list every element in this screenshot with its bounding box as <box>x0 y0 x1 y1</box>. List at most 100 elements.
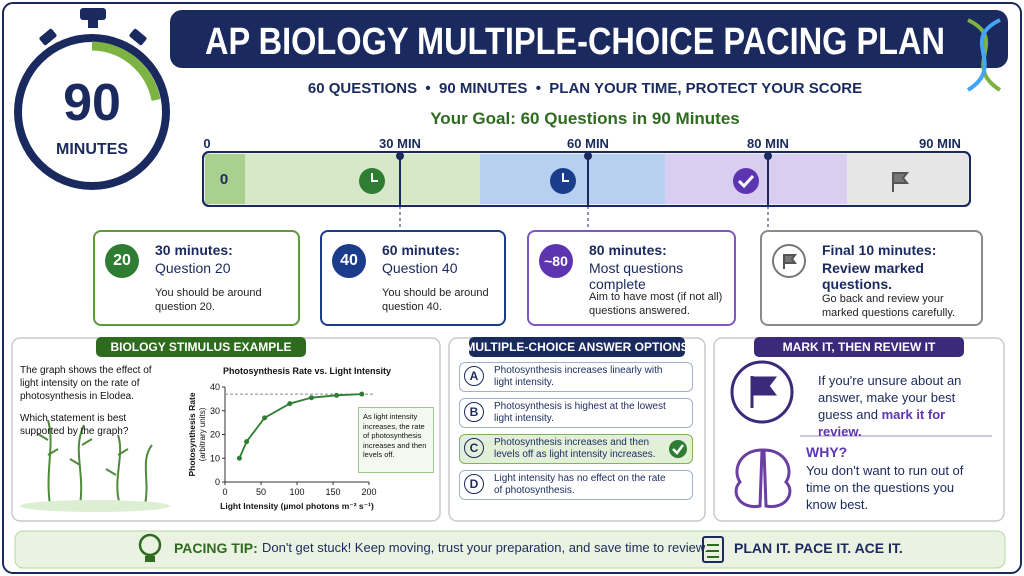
x-tick-label: 50 <box>256 487 266 497</box>
milestone-subheading: Review marked questions. <box>822 260 924 292</box>
connector-lines <box>399 206 769 230</box>
lightbulb-icon <box>138 533 162 562</box>
timeline-outline <box>202 151 971 207</box>
milestone-badge: 20 <box>105 244 139 278</box>
y-tick-label: 30 <box>210 406 220 416</box>
milestone-subheading: Question 40 <box>382 260 458 276</box>
clipboard-icon <box>702 536 724 563</box>
title: AP BIOLOGY MULTIPLE-CHOICE PACING PLAN <box>205 21 945 63</box>
goal: Your Goal: 60 Questions in 90 Minutes <box>430 109 740 128</box>
stopwatch-progress <box>91 41 161 101</box>
x-axis-label: Light Intensity (µmol photons m⁻² s⁻¹) <box>220 501 374 511</box>
y-axis-label: Photosynthesis Rate <box>187 392 197 476</box>
milestone-heading: Final 10 minutes: <box>822 242 937 258</box>
data-point <box>334 392 340 398</box>
data-point <box>236 455 242 461</box>
data-line <box>238 393 362 459</box>
timer-value: 90 <box>63 74 121 132</box>
answer-option: D Light intensity has no effect on the ra… <box>459 470 693 500</box>
milestone-body: Go back and review your marked questions… <box>822 293 956 319</box>
timeline-dots <box>396 152 772 160</box>
option-text: Photosynthesis increases and then levels… <box>494 437 656 460</box>
timeline-label: 0 <box>203 136 211 151</box>
tip-label: PACING TIP: <box>174 540 258 556</box>
option-text: Photosynthesis is highest at the lowest … <box>494 401 666 424</box>
option-letter: C <box>464 438 484 458</box>
flag-icon <box>892 172 910 192</box>
stimulus-question: Which statement is best supported by the… <box>20 413 129 437</box>
timeline-label: 30 MIN <box>379 136 421 151</box>
ground <box>20 500 170 512</box>
milestone-card: Final 10 minutes: Review marked question… <box>760 230 983 326</box>
review-emphasis: mark it for review. <box>818 407 946 439</box>
data-point <box>359 391 365 397</box>
timeline-label: 80 MIN <box>747 136 789 151</box>
milestone-card: 40 60 minutes: Question 40 You should be… <box>320 230 506 326</box>
stopwatch-stem <box>88 18 98 28</box>
milestone-heading: 80 minutes: <box>589 242 667 258</box>
why-heading: WHY? <box>806 444 848 460</box>
option-letter: A <box>464 366 484 386</box>
milestone-badge: ~80 <box>539 244 573 278</box>
milestone-badge <box>772 244 806 278</box>
dna-strand <box>966 18 1001 92</box>
stopwatch-ring <box>14 34 170 190</box>
clock-icon <box>550 168 576 194</box>
answer-option: C Photosynthesis increases and then level… <box>459 434 693 464</box>
milestone-badge: 40 <box>332 244 366 278</box>
line-chart: Photosynthesis Rate vs. Light Intensity 0… <box>187 366 434 511</box>
footer-bar <box>14 530 1006 569</box>
y-tick-label: 10 <box>210 453 220 463</box>
correct-check <box>669 440 687 458</box>
panel-heading: MULTIPLE-CHOICE ANSWER OPTIONS <box>465 337 689 357</box>
milestone-card: 20 30 minutes: Question 20 You should be… <box>93 230 300 326</box>
stopwatch-knob <box>39 28 57 46</box>
x-tick-label: 100 <box>289 487 304 497</box>
milestone-heading: 30 minutes: <box>155 242 233 258</box>
stimulus-prompt: The graph shows the effect of light inte… <box>20 365 152 402</box>
stopwatch-knob <box>129 28 147 46</box>
x-tick-label: 200 <box>361 487 376 497</box>
chart-title: Photosynthesis Rate vs. Light Intensity <box>223 366 391 376</box>
timeline-segment <box>847 154 968 204</box>
stopwatch-button <box>80 8 106 20</box>
data-point <box>244 439 250 445</box>
x-tick-label: 0 <box>222 487 227 497</box>
annotation: As light intensity increases, the rate o… <box>358 407 434 473</box>
flag-icon <box>783 254 797 269</box>
why-text: You don't want to run out of time on the… <box>806 463 964 512</box>
stimulus-content: BIOLOGY STIMULUS EXAMPLE The graph shows… <box>12 337 440 521</box>
clock-icon <box>359 168 385 194</box>
data-point <box>308 395 314 401</box>
y-tick-label: 40 <box>210 382 220 392</box>
panel-heading: BIOLOGY STIMULUS EXAMPLE <box>96 337 306 357</box>
brain-icon <box>734 448 792 509</box>
elodea-illustration <box>37 419 153 506</box>
milestone-body: You should be around question 40. <box>382 287 489 313</box>
check-circle <box>669 440 687 458</box>
check-mark <box>672 444 684 455</box>
milestone-subheading: Question 20 <box>155 260 231 276</box>
review-text: If you're unsure about an answer, make y… <box>818 372 990 440</box>
options-content: MULTIPLE-CHOICE ANSWER OPTIONS A Photosyn… <box>449 337 705 521</box>
y-axis-label-note: (arbitrary units) <box>198 407 207 461</box>
review-content: MARK IT, THEN REVIEW IT If you're unsure… <box>714 337 1004 521</box>
answer-option: B Photosynthesis is highest at the lowest… <box>459 398 693 428</box>
option-text: Light intensity has no effect on the rat… <box>494 473 666 496</box>
annotation-box: As light intensity increases, the rate o… <box>358 407 434 473</box>
title-banner <box>170 10 1008 68</box>
timeline-start <box>205 154 245 204</box>
timer-unit: MINUTES <box>56 141 128 158</box>
milestone-heading: 60 minutes: <box>382 242 460 258</box>
subtitle: 60 QUESTIONS • 90 MINUTES • PLAN YOUR TI… <box>307 80 863 97</box>
panel-heading: MARK IT, THEN REVIEW IT <box>754 337 964 357</box>
slogan: PLAN IT. PACE IT. ACE IT. <box>734 540 903 556</box>
option-letter: B <box>464 402 484 422</box>
timeline-markers <box>399 156 769 206</box>
milestone-body: You should be around question 20. <box>155 287 262 313</box>
timeline-label: 60 MIN <box>567 136 609 151</box>
milestone-subheading: Most questions complete <box>589 260 684 292</box>
option-text: Photosynthesis increases linearly with l… <box>494 365 663 388</box>
review-text-main: If you're unsure about an answer, make y… <box>818 373 962 422</box>
